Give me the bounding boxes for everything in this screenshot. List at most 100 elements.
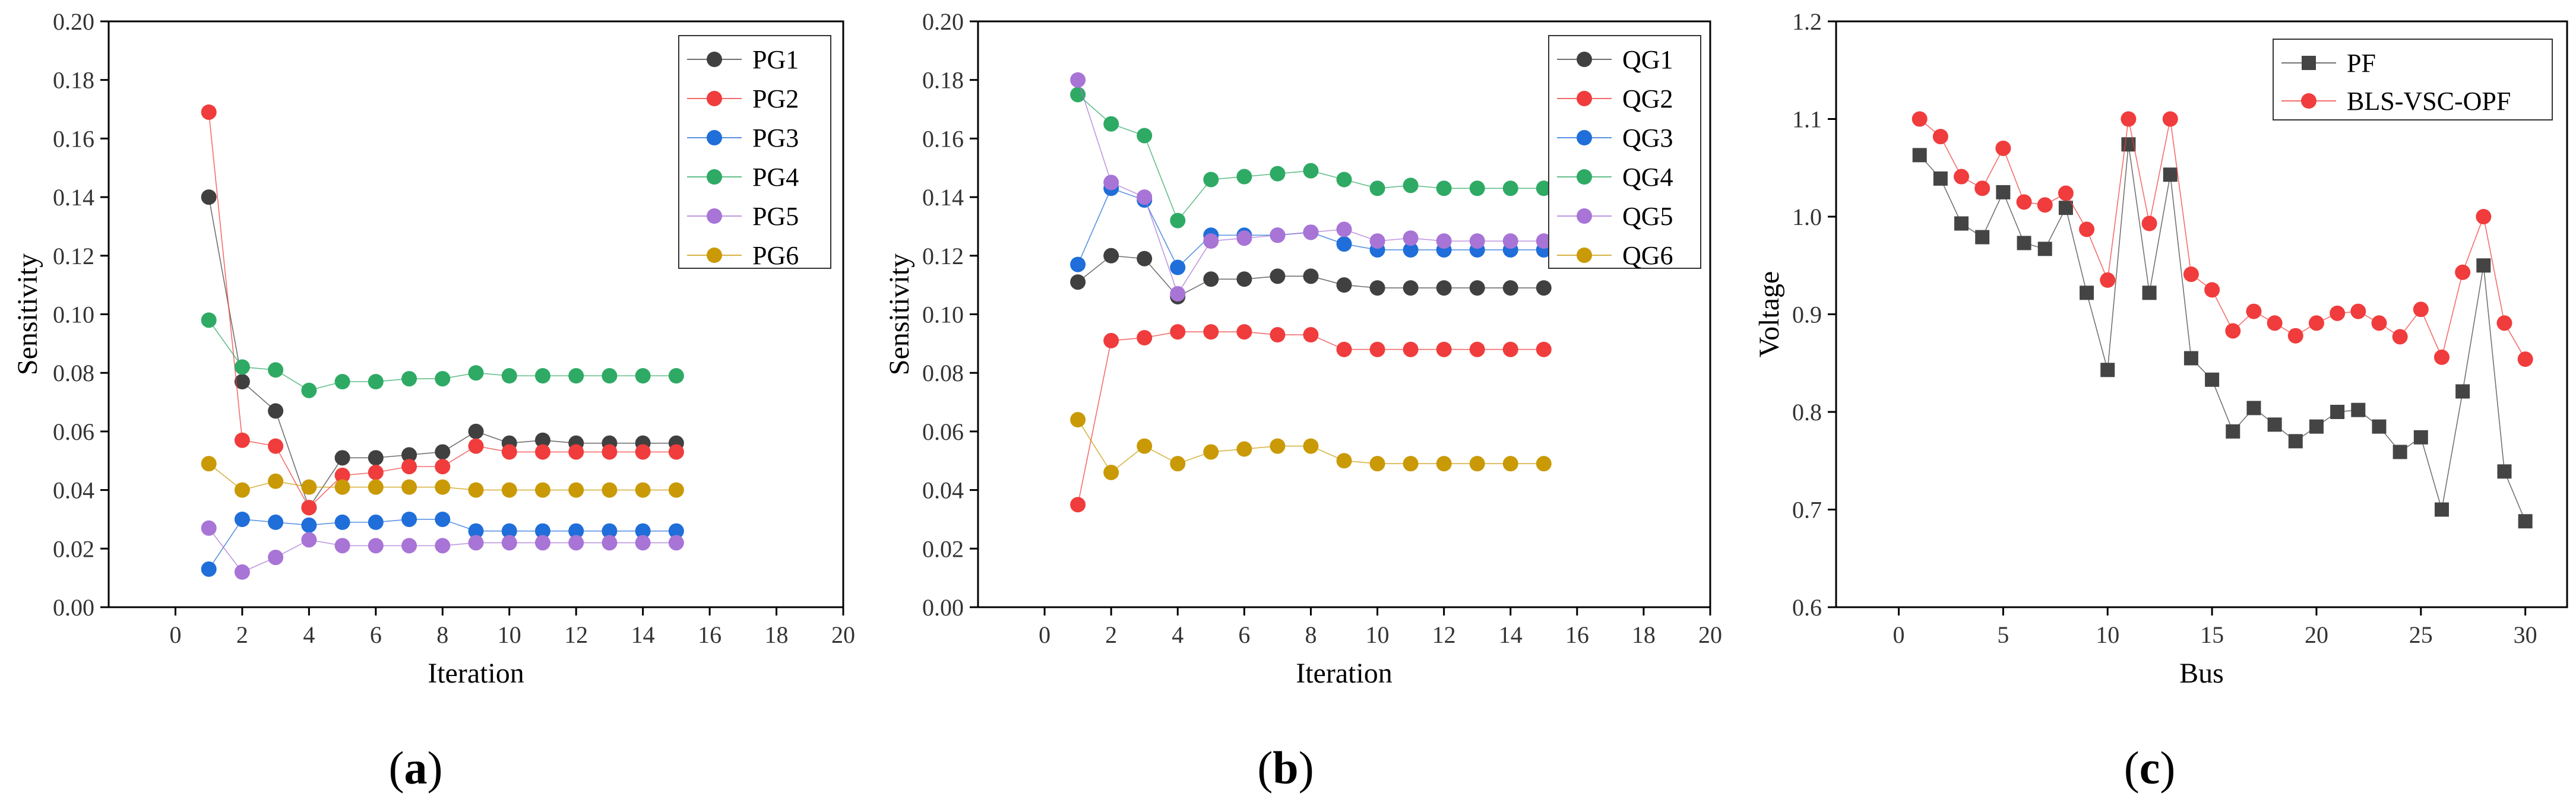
legend-label: QG6 (1622, 241, 1673, 270)
x-tick-label: 6 (1238, 621, 1250, 648)
data-point (1369, 341, 1385, 357)
data-point (1236, 230, 1252, 246)
data-point (2309, 419, 2324, 434)
legend-label: QG5 (1622, 202, 1673, 231)
data-point (1236, 169, 1252, 185)
data-point (401, 447, 417, 463)
legend-label: PG3 (752, 123, 799, 153)
data-point (1236, 324, 1252, 340)
data-point (1303, 327, 1319, 343)
series-pg2 (201, 104, 684, 516)
data-point (1403, 341, 1419, 357)
legend-label: PG2 (752, 84, 799, 113)
data-point (501, 482, 517, 498)
data-point (501, 444, 517, 460)
series-qg6 (1070, 412, 1552, 480)
y-tick-label: 0.04 (53, 477, 94, 504)
x-tick-label: 4 (1172, 621, 1183, 648)
data-point (602, 482, 618, 498)
data-point (1469, 456, 1485, 472)
data-point (468, 482, 484, 498)
data-point (2351, 402, 2366, 417)
data-point (635, 535, 651, 551)
data-point (301, 382, 317, 398)
x-tick-label: 0 (1039, 621, 1050, 648)
data-point (2183, 351, 2198, 366)
data-point (2162, 111, 2178, 127)
data-point (1103, 464, 1119, 480)
y-tick-label: 1.1 (1792, 106, 1822, 133)
data-point (368, 464, 384, 480)
data-point (201, 189, 217, 205)
y-axis-label: Sensitivity (12, 253, 43, 375)
x-tick-label: 4 (303, 621, 315, 648)
data-point (1912, 148, 1927, 163)
x-tick-label: 15 (2200, 621, 2224, 648)
legend-label: PG1 (752, 45, 799, 74)
data-point (1170, 324, 1186, 340)
data-point (1270, 268, 1286, 284)
legend: PF BLS-VSC-OPF (2273, 39, 2553, 120)
panel-caption: (b) (1257, 742, 1314, 794)
data-point (2330, 405, 2345, 419)
data-point (1137, 128, 1153, 144)
data-point (1303, 224, 1319, 240)
data-point (2267, 417, 2282, 432)
data-point (268, 473, 284, 489)
data-point (501, 368, 517, 384)
data-point (201, 312, 217, 328)
data-point (2079, 221, 2095, 237)
data-point (2413, 302, 2429, 318)
chart-b: 0 2 4 6 8 10 12 14 16 18 20 0.00 0.02 0.04 0.06 0.08 0.1… (884, 8, 1722, 794)
data-point (1403, 242, 1419, 258)
data-point (2058, 201, 2073, 215)
data-point (1303, 438, 1319, 454)
data-point (568, 523, 584, 539)
chart-a: 0 2 4 6 8 10 12 14 16 18 20 0.00 0.02 0.04 0.06 0.08 0.1… (12, 8, 855, 794)
data-point (668, 444, 684, 460)
data-point (1070, 497, 1086, 513)
x-tick-label: 10 (498, 621, 521, 648)
x-tick-label: 25 (2409, 621, 2433, 648)
data-point (1103, 332, 1119, 348)
y-tick-label: 0.06 (53, 418, 94, 445)
data-point (2497, 464, 2512, 479)
data-point (2476, 258, 2491, 273)
data-point (1336, 236, 1352, 252)
panel-caption: (a) (389, 742, 443, 794)
data-point (1103, 116, 1119, 132)
data-point (568, 368, 584, 384)
data-point (234, 564, 250, 580)
data-point (2393, 445, 2407, 459)
series-line (1077, 331, 1544, 505)
data-point (1369, 233, 1385, 249)
x-tick-label: 2 (1105, 621, 1117, 648)
data-point (1270, 227, 1286, 243)
data-point (435, 444, 451, 460)
data-point (534, 482, 550, 498)
legend-label: PG4 (752, 163, 799, 192)
data-point (602, 535, 618, 551)
data-point (1436, 180, 1452, 196)
data-point (435, 479, 451, 495)
data-point (1996, 185, 2011, 199)
data-point (301, 532, 317, 548)
y-tick-label: 0.08 (53, 360, 94, 386)
data-point (2225, 323, 2241, 339)
data-point (1170, 212, 1186, 229)
data-point (2016, 194, 2032, 210)
data-point (635, 523, 651, 539)
data-point (1236, 271, 1252, 287)
data-point (2205, 372, 2220, 387)
data-point (234, 374, 250, 390)
legend-label: QG3 (1622, 123, 1673, 153)
x-tick-label: 16 (1565, 621, 1589, 648)
data-point (1103, 248, 1119, 264)
data-point (1137, 189, 1153, 205)
data-point (201, 104, 217, 120)
legend-label: QG2 (1622, 84, 1673, 113)
data-point (668, 482, 684, 498)
data-point (368, 479, 384, 495)
x-axis-label: Iteration (428, 658, 524, 689)
